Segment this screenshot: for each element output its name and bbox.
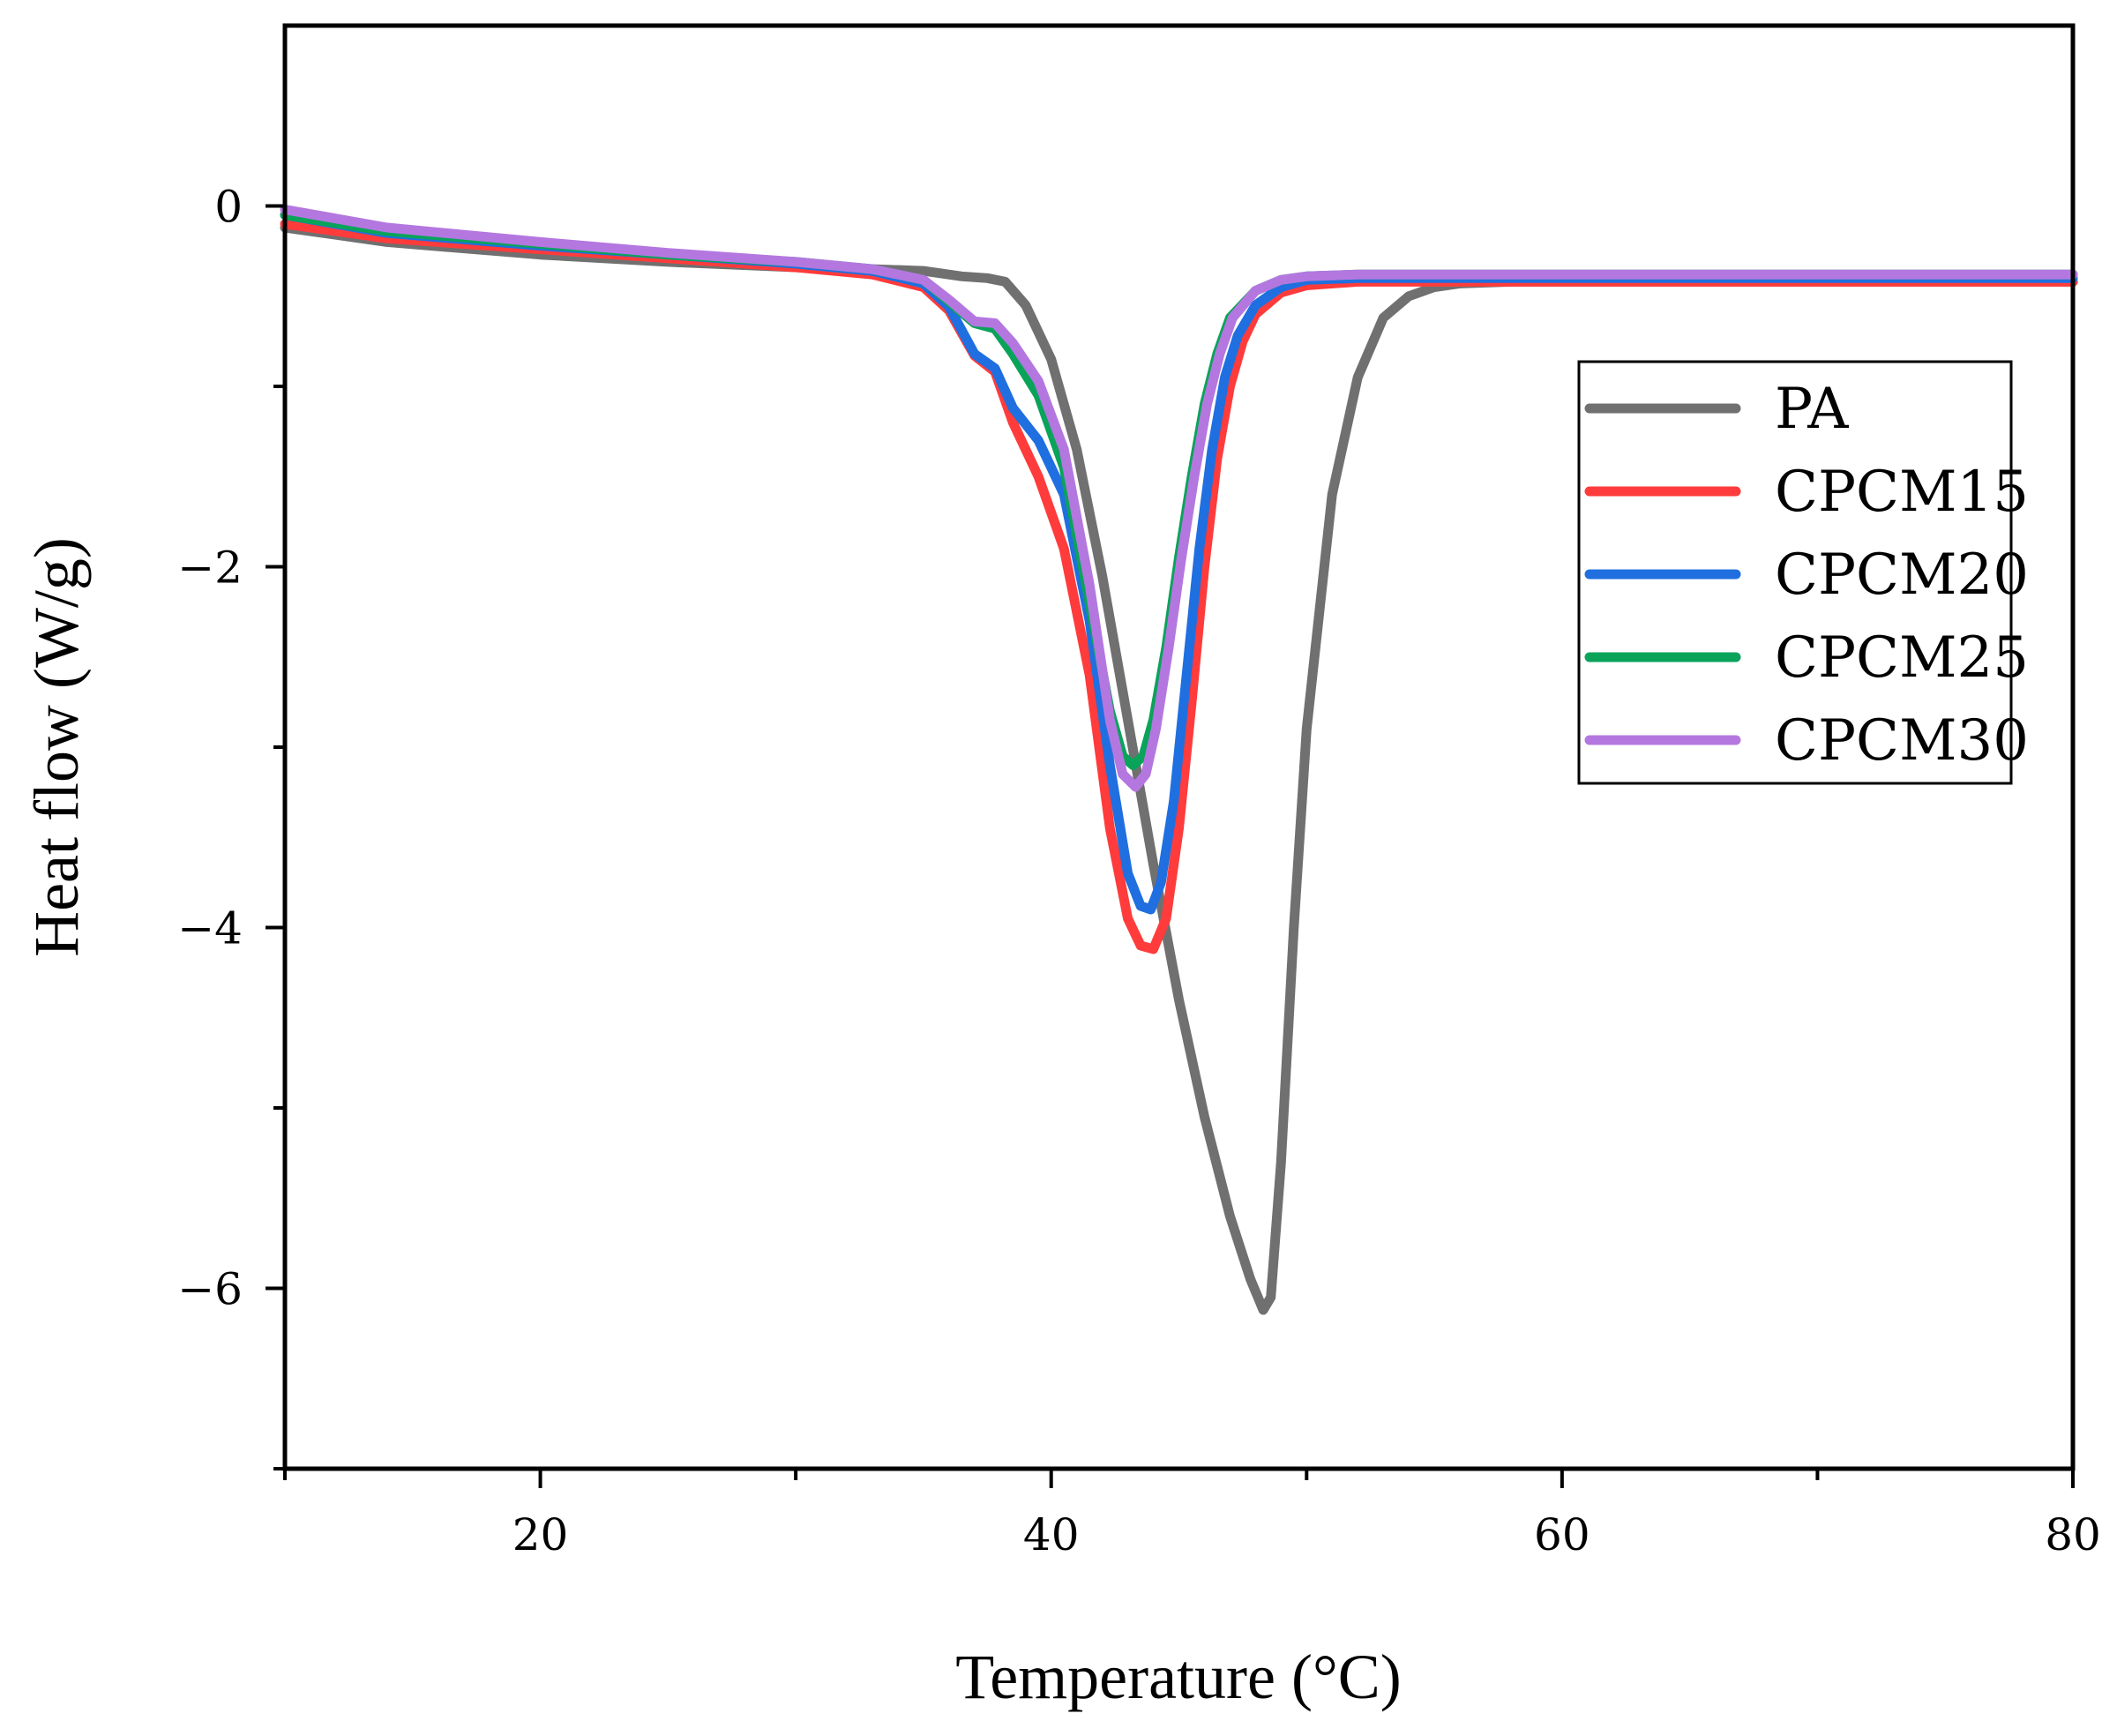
series-line-cpcm30 — [280, 205, 2078, 792]
legend-label-cpcm30: CPCM30 — [1775, 708, 2029, 774]
series-layer — [280, 205, 2078, 1315]
legend-entries: PA CPCM15 CPCM20 CPCM25 CPCM30 — [1584, 377, 2029, 774]
series-line-pa — [280, 222, 2078, 1315]
y-tick-label: 0 — [214, 182, 243, 233]
x-tick-label: 80 — [2045, 1509, 2101, 1560]
x-axis-title: Temperature (°C) — [955, 1642, 1402, 1712]
y-tick-label: −4 — [177, 903, 243, 954]
y-tick-label: −2 — [177, 542, 243, 594]
legend-label-cpcm25: CPCM25 — [1775, 625, 2029, 691]
ticks-layer — [266, 204, 2075, 1488]
tick-labels: 20 40 60 80 0 −2 −4 −6 — [177, 182, 2101, 1561]
y-axis-title: Heat flow (W/g) — [21, 537, 92, 957]
legend-label-cpcm15: CPCM15 — [1775, 460, 2029, 525]
legend-label-pa: PA — [1775, 377, 1849, 442]
legend: PA CPCM15 CPCM20 CPCM25 CPCM30 — [1577, 360, 2029, 785]
y-tick-label: −6 — [177, 1264, 243, 1315]
x-tick-label: 20 — [512, 1509, 569, 1560]
x-tick-label: 40 — [1023, 1509, 1080, 1560]
x-tick-label: 60 — [1534, 1509, 1590, 1560]
legend-label-cpcm20: CPCM20 — [1775, 542, 2029, 608]
